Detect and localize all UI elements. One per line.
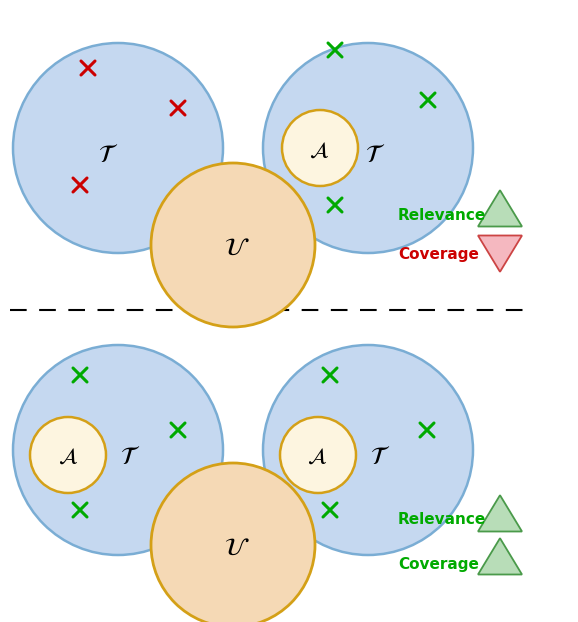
Text: Coverage: Coverage — [398, 248, 479, 262]
Polygon shape — [478, 236, 522, 272]
Polygon shape — [478, 495, 522, 532]
Ellipse shape — [13, 345, 223, 555]
Text: $\mathcal{A}$: $\mathcal{A}$ — [309, 141, 329, 161]
Ellipse shape — [263, 43, 473, 253]
Ellipse shape — [280, 417, 356, 493]
Text: Coverage: Coverage — [398, 557, 479, 572]
Text: $\mathcal{A}$: $\mathcal{A}$ — [307, 447, 327, 467]
Ellipse shape — [30, 417, 106, 493]
Text: $\mathcal{T}$: $\mathcal{T}$ — [120, 445, 140, 469]
Text: Relevance: Relevance — [398, 513, 486, 527]
Text: $\mathcal{U}$: $\mathcal{U}$ — [224, 536, 250, 560]
Text: $\mathcal{T}$: $\mathcal{T}$ — [370, 445, 390, 469]
Ellipse shape — [13, 43, 223, 253]
Polygon shape — [478, 190, 522, 226]
Text: $\mathcal{U}$: $\mathcal{U}$ — [224, 236, 250, 260]
Polygon shape — [478, 538, 522, 575]
Text: Relevance: Relevance — [398, 208, 486, 223]
Text: $\mathcal{T}$: $\mathcal{T}$ — [365, 143, 385, 167]
Ellipse shape — [282, 110, 358, 186]
Ellipse shape — [263, 345, 473, 555]
Text: $\mathcal{A}$: $\mathcal{A}$ — [58, 447, 78, 467]
Ellipse shape — [151, 163, 315, 327]
Text: $\mathcal{T}$: $\mathcal{T}$ — [98, 143, 118, 167]
Ellipse shape — [151, 463, 315, 622]
